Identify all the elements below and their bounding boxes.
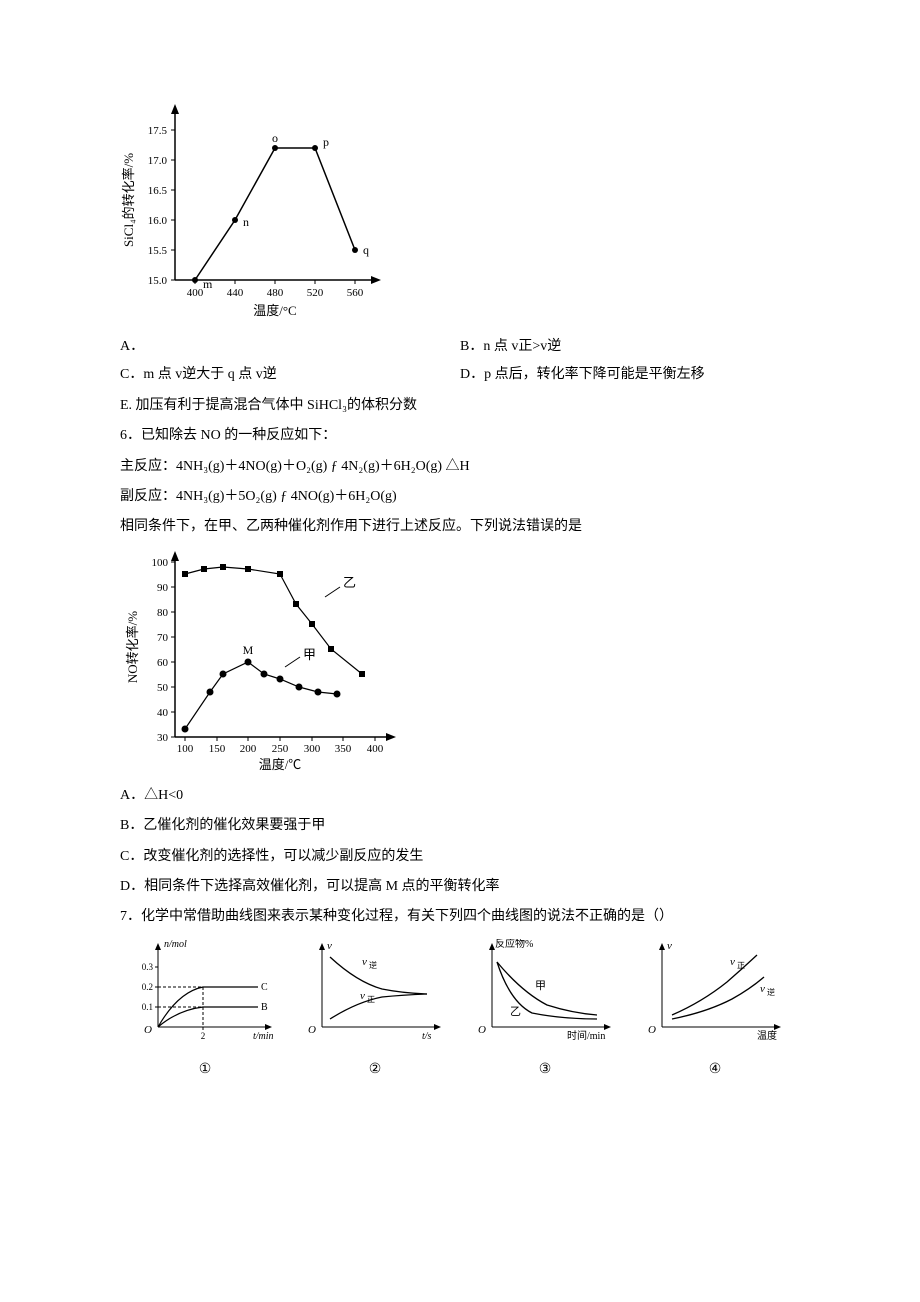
svg-text:300: 300 — [304, 743, 321, 755]
svg-text:2: 2 — [201, 1031, 206, 1041]
svg-text:温度/℃: 温度/℃ — [259, 757, 302, 772]
q6-side-rxn: 副反应：4NH₃(g)＋5O₂(g) ƒ 4NO(g)＋6H₂O(g) — [120, 486, 800, 508]
q6-option-a: A．△H<0 — [120, 785, 800, 807]
subchart-3: 反应物% 时间/min O 甲 乙 — [470, 939, 620, 1049]
svg-text:v: v — [360, 990, 365, 1002]
svg-text:t/s: t/s — [422, 1031, 432, 1042]
svg-text:逆: 逆 — [767, 987, 775, 997]
svg-text:m: m — [203, 277, 213, 291]
svg-text:100: 100 — [152, 557, 169, 569]
svg-text:30: 30 — [157, 732, 169, 744]
svg-text:O: O — [308, 1024, 316, 1036]
svg-text:O: O — [144, 1024, 152, 1036]
svg-text:16.5: 16.5 — [148, 185, 168, 197]
svg-text:v: v — [362, 956, 367, 968]
svg-text:480: 480 — [267, 287, 284, 299]
svg-text:正: 正 — [367, 995, 375, 1004]
svg-text:440: 440 — [227, 287, 244, 299]
svg-text:温度: 温度 — [757, 1029, 777, 1042]
svg-text:v: v — [667, 940, 672, 952]
svg-text:O: O — [648, 1024, 656, 1036]
svg-text:t/min: t/min — [253, 1031, 274, 1042]
subchart-2: v t/s O v逆 v正 — [300, 939, 450, 1049]
svg-text:100: 100 — [177, 743, 194, 755]
svg-text:15.5: 15.5 — [148, 245, 168, 257]
q6-option-b: B．乙催化剂的催化效果要强于甲 — [120, 815, 800, 837]
q5-option-d: D．p 点后，转化率下降可能是平衡左移 — [460, 364, 800, 386]
sublabel-3: ③ — [460, 1059, 630, 1081]
svg-text:v: v — [730, 956, 735, 968]
svg-text:NO转化率/%: NO转化率/% — [125, 610, 140, 682]
svg-text:甲: 甲 — [535, 980, 546, 992]
svg-text:200: 200 — [240, 743, 257, 755]
svg-text:150: 150 — [209, 743, 226, 755]
q6-cond: 相同条件下，在甲、乙两种催化剂作用下进行上述反应。下列说法错误的是 — [120, 516, 800, 538]
svg-text:17.5: 17.5 — [148, 125, 168, 137]
svg-text:p: p — [323, 135, 329, 149]
q7-subplots-row: n/mol t/min O 0.1 0.2 0.3 2 C — [120, 939, 800, 1082]
subchart-4: v 温度 O v正 v逆 — [640, 939, 790, 1049]
svg-text:时间/min: 时间/min — [567, 1029, 605, 1042]
chart-no-conversion: 30 40 50 60 70 80 90 100 100 150 200 250… — [120, 547, 410, 777]
svg-text:0.1: 0.1 — [142, 1002, 153, 1012]
sublabel-2: ② — [290, 1059, 460, 1081]
svg-text:O: O — [478, 1024, 486, 1036]
svg-text:v: v — [327, 940, 332, 952]
svg-text:乙: 乙 — [343, 575, 356, 590]
svg-text:o: o — [272, 131, 278, 145]
svg-text:60: 60 — [157, 657, 169, 669]
chart-sicl4-conversion: 15.0 15.5 16.0 16.5 17.0 17.5 400 440 48… — [120, 100, 400, 330]
sublabel-4: ④ — [630, 1059, 800, 1081]
svg-text:250: 250 — [272, 743, 289, 755]
q7-intro: 7．化学中常借助曲线图来表示某种变化过程，有关下列四个曲线图的说法不正确的是（） — [120, 906, 800, 928]
q5-option-e: E. 加压有利于提高混合气体中 SiHCl₃的体积分数 — [120, 395, 800, 417]
svg-text:逆: 逆 — [369, 960, 377, 970]
svg-text:B: B — [261, 1002, 268, 1013]
q6-option-c: C．改变催化剂的选择性，可以减少副反应的发生 — [120, 846, 800, 868]
svg-text:40: 40 — [157, 707, 169, 719]
sublabel-1: ① — [120, 1059, 290, 1081]
svg-text:17.0: 17.0 — [148, 155, 168, 167]
svg-text:350: 350 — [335, 743, 352, 755]
svg-text:90: 90 — [157, 582, 169, 594]
svg-text:400: 400 — [367, 743, 384, 755]
svg-text:16.0: 16.0 — [148, 215, 168, 227]
q6-intro: 6．已知除去 NO 的一种反应如下： — [120, 425, 800, 447]
subchart-1: n/mol t/min O 0.1 0.2 0.3 2 C — [130, 939, 280, 1049]
svg-text:SiCl₄的转化率/%: SiCl₄的转化率/% — [121, 153, 136, 247]
svg-text:v: v — [760, 983, 765, 995]
svg-text:50: 50 — [157, 682, 169, 694]
q6-option-d: D．相同条件下选择高效催化剂，可以提高 M 点的平衡转化率 — [120, 876, 800, 898]
svg-text:15.0: 15.0 — [148, 275, 168, 287]
svg-text:80: 80 — [157, 607, 169, 619]
svg-text:0.3: 0.3 — [142, 962, 154, 972]
svg-text:乙: 乙 — [510, 1005, 521, 1018]
svg-text:520: 520 — [307, 287, 324, 299]
svg-text:甲: 甲 — [303, 647, 316, 662]
svg-text:C: C — [261, 982, 268, 993]
q5-option-c: C．m 点 v逆大于 q 点 v逆 — [120, 364, 460, 386]
svg-text:正: 正 — [737, 961, 745, 970]
svg-text:560: 560 — [347, 287, 364, 299]
svg-text:温度/°C: 温度/°C — [253, 303, 296, 318]
svg-text:70: 70 — [157, 632, 169, 644]
svg-text:M: M — [243, 643, 254, 657]
svg-text:400: 400 — [187, 287, 204, 299]
q6-main-rxn: 主反应：4NH₃(g)＋4NO(g)＋O₂(g) ƒ 4N₂(g)＋6H₂O(g… — [120, 456, 800, 478]
svg-text:q: q — [363, 243, 369, 257]
q5-option-a: A． — [120, 336, 460, 358]
q5-option-b: B．n 点 v正>v逆 — [460, 336, 800, 358]
svg-text:n: n — [243, 215, 249, 229]
svg-text:0.2: 0.2 — [142, 982, 153, 992]
svg-text:反应物%: 反应物% — [495, 939, 533, 950]
svg-text:n/mol: n/mol — [164, 939, 187, 950]
